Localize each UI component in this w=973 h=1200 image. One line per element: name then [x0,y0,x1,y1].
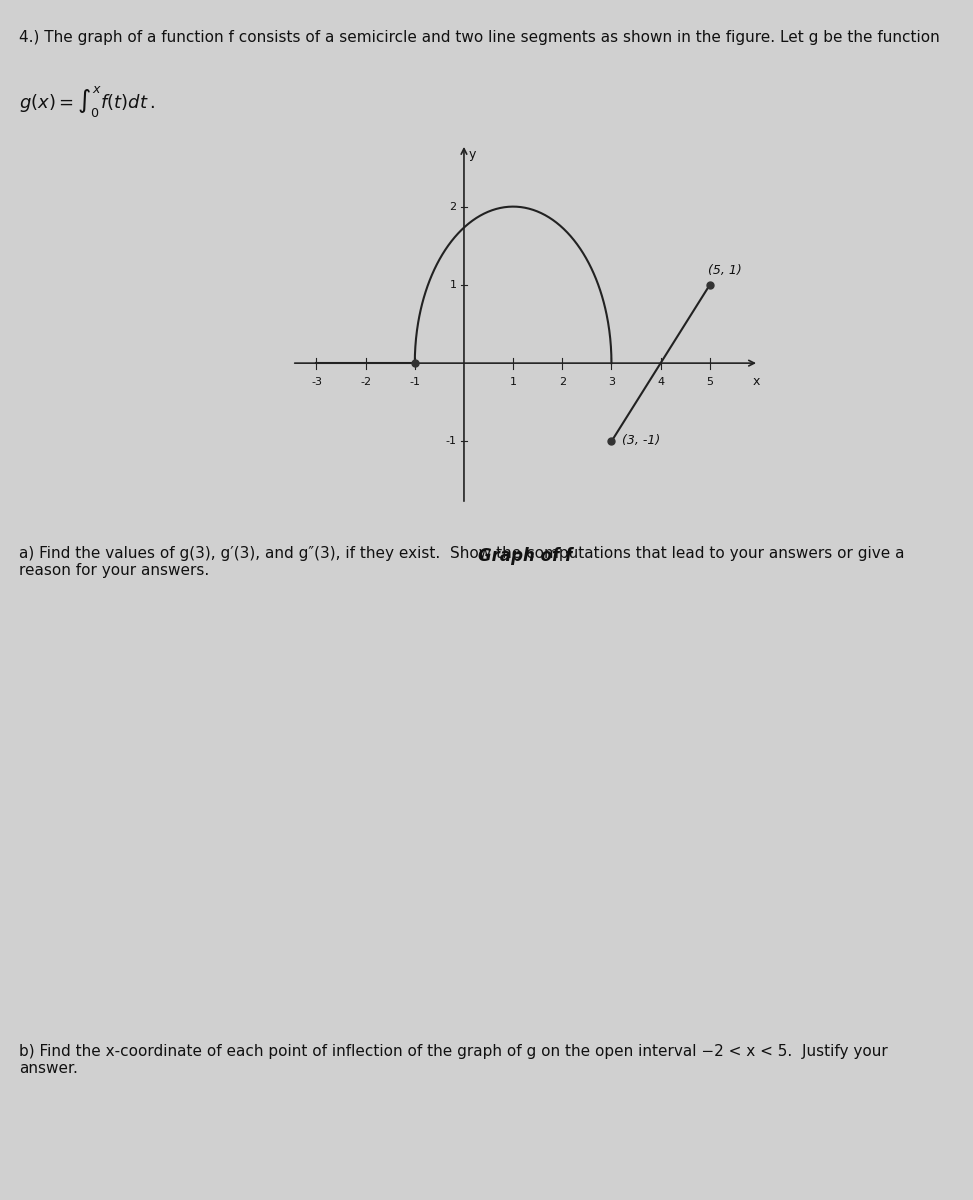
Text: y: y [469,148,476,161]
Text: Graph of f: Graph of f [479,547,572,565]
Text: -1: -1 [410,377,420,388]
Text: a) Find the values of g(3), g′(3), and g″(3), if they exist.  Show the computati: a) Find the values of g(3), g′(3), and g… [19,546,905,578]
Text: 2: 2 [559,377,566,388]
Text: -2: -2 [360,377,372,388]
Text: $g(x) = \int_0^x f(t)dt\,.$: $g(x) = \int_0^x f(t)dt\,.$ [19,84,156,119]
Text: 4.) The graph of a function f consists of a semicircle and two line segments as : 4.) The graph of a function f consists o… [19,30,940,44]
Text: 4: 4 [657,377,665,388]
Text: b) Find the x-coordinate of each point of inflection of the graph of g on the op: b) Find the x-coordinate of each point o… [19,1044,888,1076]
Text: (5, 1): (5, 1) [707,264,741,277]
Text: 5: 5 [706,377,713,388]
Text: -1: -1 [446,437,456,446]
Text: x: x [753,374,760,388]
Text: 2: 2 [450,202,456,211]
Text: (3, -1): (3, -1) [622,433,660,446]
Text: 3: 3 [608,377,615,388]
Text: 1: 1 [510,377,517,388]
Text: -3: -3 [311,377,322,388]
Text: 1: 1 [450,280,456,290]
